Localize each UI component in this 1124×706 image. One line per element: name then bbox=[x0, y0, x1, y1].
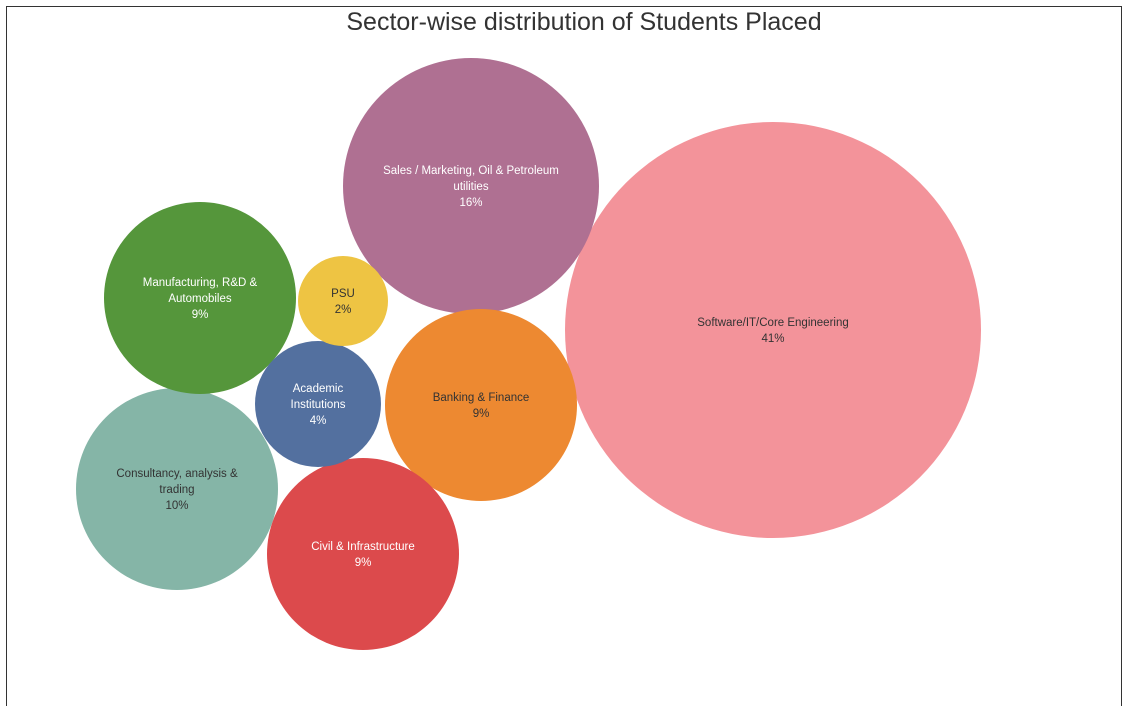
bubble-name-label: Academic bbox=[293, 383, 344, 395]
bubble-name-label: Institutions bbox=[291, 399, 346, 411]
bubble-civil-infrastructure: Civil & Infrastructure 9% bbox=[267, 458, 459, 650]
bubble-name-label: Software/IT/Core Engineering bbox=[697, 317, 849, 329]
bubble-circle-consultancy-analysis-trading bbox=[76, 388, 278, 590]
bubble-consultancy-analysis-trading: Consultancy, analysis & trading 10% bbox=[76, 388, 278, 590]
bubble-name-label: Banking & Finance bbox=[433, 392, 530, 404]
bubble-banking-finance: Banking & Finance 9% bbox=[385, 309, 577, 501]
bubble-name-label: Automobiles bbox=[168, 293, 232, 305]
bubble-name-label: Sales / Marketing, Oil & Petroleum bbox=[383, 165, 559, 177]
bubble-name-label: Consultancy, analysis & bbox=[116, 468, 238, 480]
bubble-circle-psu bbox=[298, 256, 388, 346]
bubble-value-label: 9% bbox=[473, 408, 490, 420]
bubble-value-label: 9% bbox=[355, 557, 372, 569]
chart-title: Sector-wise distribution of Students Pla… bbox=[346, 8, 822, 36]
bubble-name-label: Manufacturing, R&D & bbox=[143, 277, 258, 289]
bubble-value-label: 16% bbox=[459, 197, 482, 209]
bubble-sales-marketing-oil-petroleum-utilities: Sales / Marketing, Oil & Petroleum utilit… bbox=[343, 58, 599, 314]
bubble-circle-academic-institutions bbox=[255, 341, 381, 467]
bubble-value-label: 10% bbox=[165, 500, 188, 512]
bubble-value-label: 2% bbox=[335, 304, 352, 316]
bubble-manufacturing-r-d-automobiles: Manufacturing, R&D & Automobiles 9% bbox=[104, 202, 296, 394]
bubble-value-label: 41% bbox=[761, 333, 784, 345]
bubble-name-label: utilities bbox=[453, 181, 488, 193]
bubble-name-label: trading bbox=[159, 484, 194, 496]
bubble-circle-civil-infrastructure bbox=[267, 458, 459, 650]
bubble-academic-institutions: Academic Institutions 4% bbox=[255, 341, 381, 467]
bubble-circle-banking-finance bbox=[385, 309, 577, 501]
chart-frame bbox=[6, 6, 1122, 706]
bubble-software-it-core-engineering: Software/IT/Core Engineering 41% bbox=[565, 122, 981, 538]
bubble-value-label: 4% bbox=[310, 415, 327, 427]
bubble-circle-software-it-core-engineering bbox=[565, 122, 981, 538]
bubble-name-label: PSU bbox=[331, 288, 355, 300]
bubble-psu: PSU 2% bbox=[298, 256, 388, 346]
bubble-circle-manufacturing-r-d-automobiles bbox=[104, 202, 296, 394]
bubble-name-label: Civil & Infrastructure bbox=[311, 541, 415, 553]
bubble-circle-sales-marketing-oil-petroleum-utilities bbox=[343, 58, 599, 314]
bubble-value-label: 9% bbox=[192, 309, 209, 321]
